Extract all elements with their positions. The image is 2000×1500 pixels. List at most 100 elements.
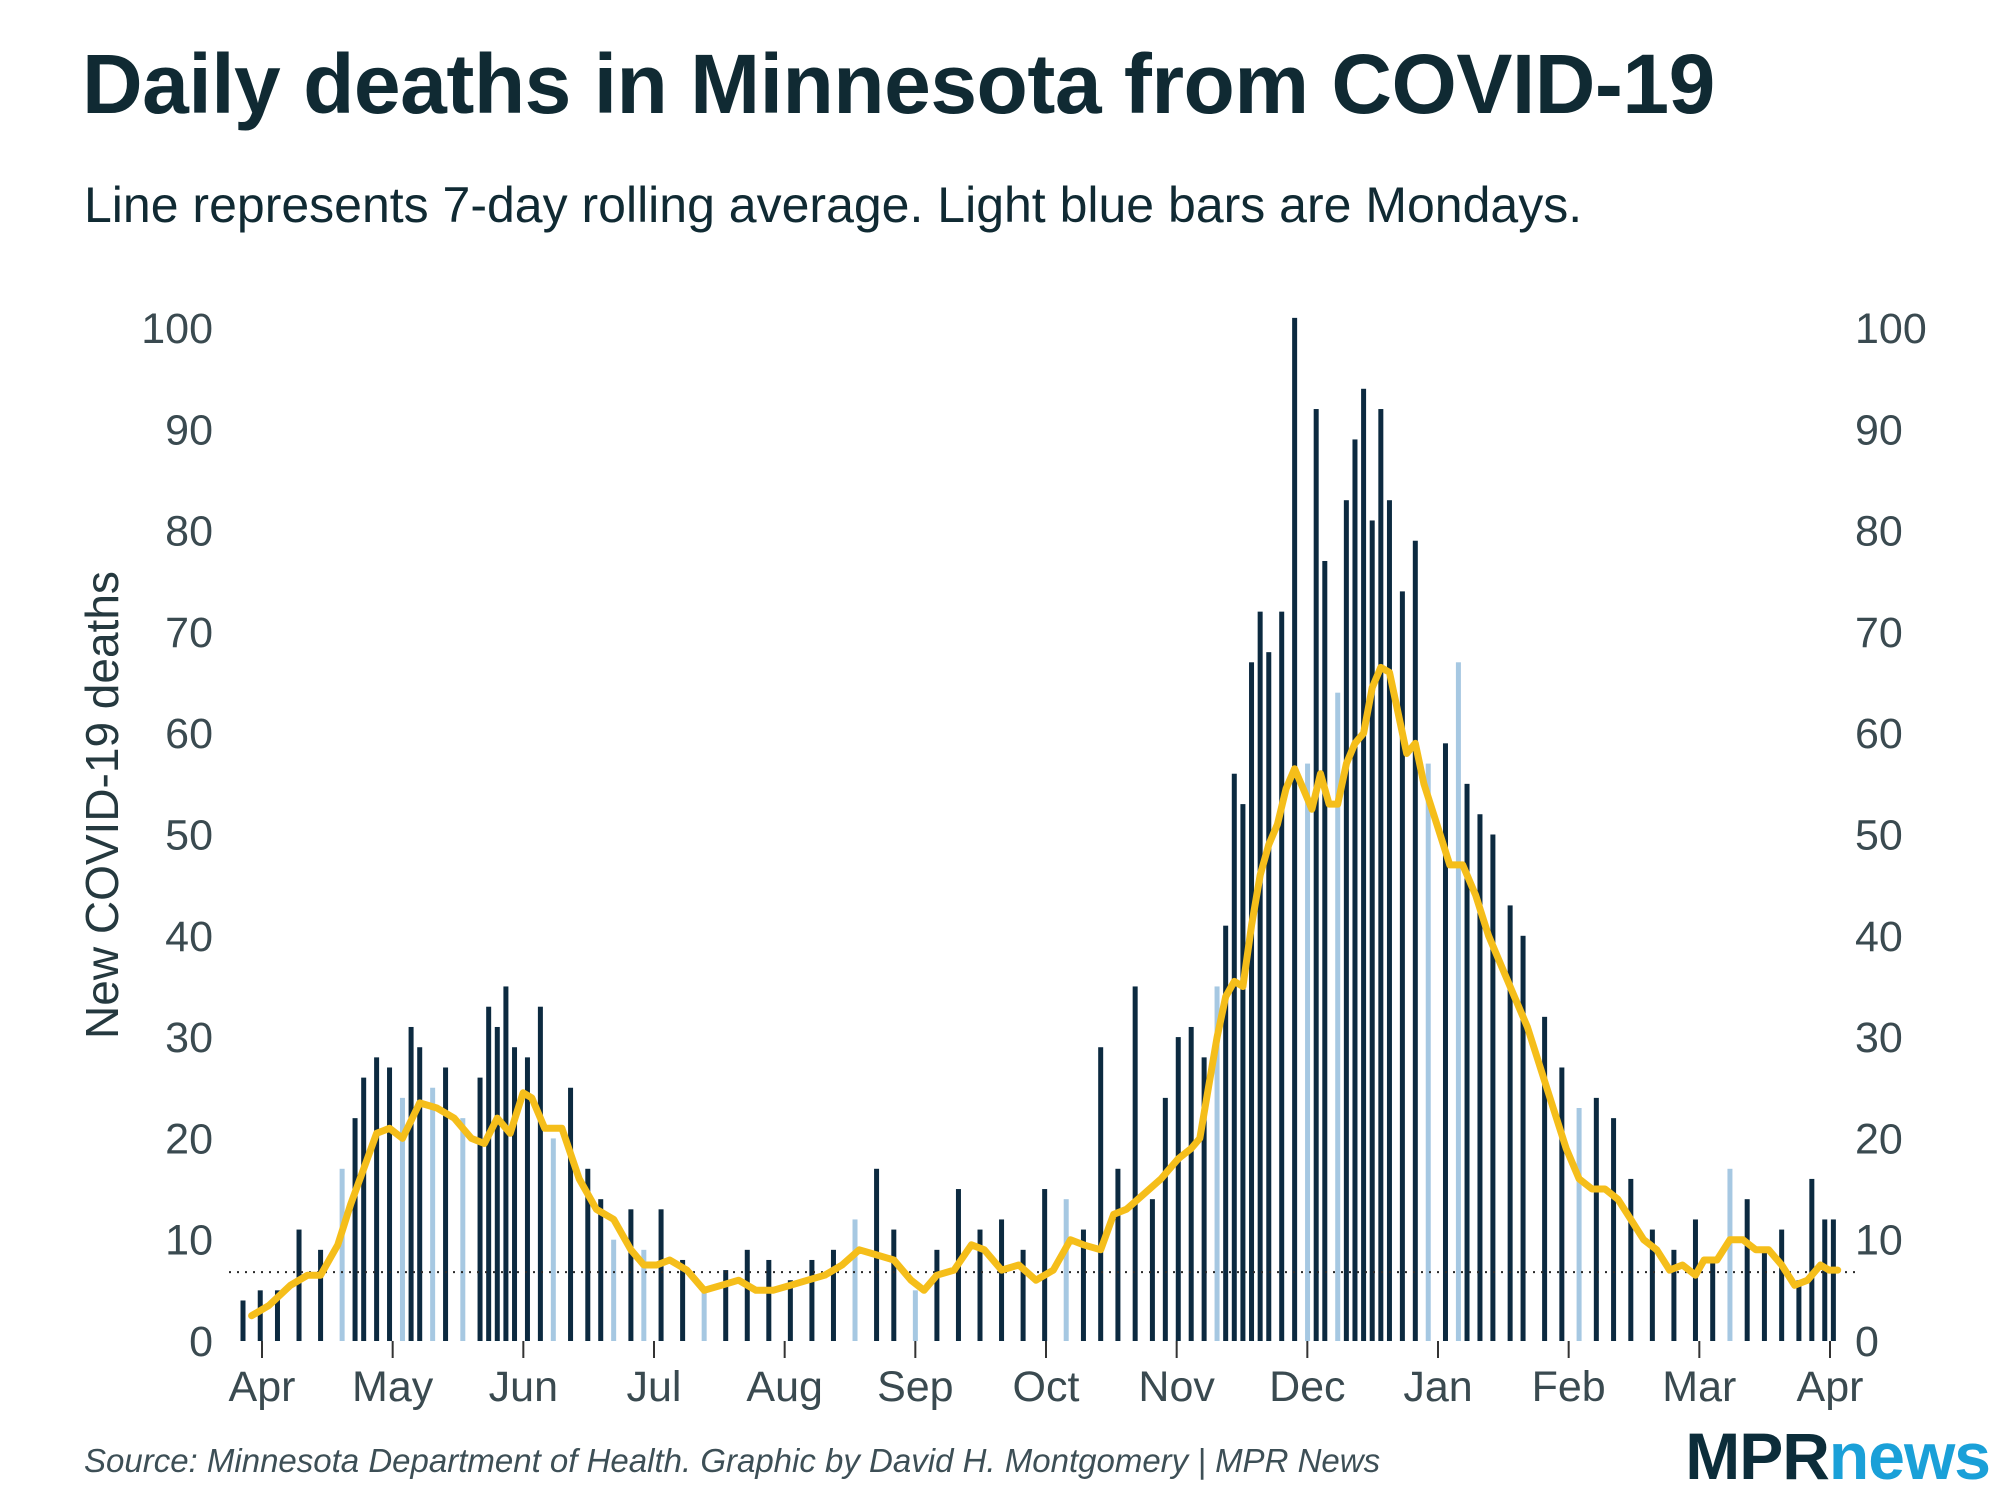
y-tick-label-left: 0 xyxy=(189,1318,213,1366)
bar xyxy=(1692,1219,1698,1341)
bar xyxy=(1240,804,1246,1341)
y-tick-label-right: 60 xyxy=(1855,710,1903,758)
y-tick-label-right: 70 xyxy=(1855,609,1903,657)
bar xyxy=(1559,1067,1565,1341)
y-tick-label-right: 80 xyxy=(1855,508,1903,556)
x-tick-label: Jul xyxy=(627,1363,682,1411)
bar xyxy=(1322,560,1328,1341)
y-tick-label-left: 10 xyxy=(165,1217,213,1265)
bar xyxy=(977,1229,983,1341)
monday-bar xyxy=(1063,1199,1069,1341)
bar xyxy=(408,1026,414,1341)
bar xyxy=(274,1290,280,1341)
bar xyxy=(1490,834,1496,1341)
monday-bar xyxy=(852,1219,858,1341)
bar xyxy=(417,1047,423,1341)
bar xyxy=(568,1087,574,1341)
bar xyxy=(1313,409,1319,1341)
monday-bar xyxy=(1455,662,1461,1341)
y-tick-label-right: 100 xyxy=(1855,305,1927,353)
bar xyxy=(1628,1178,1634,1341)
y-tick-label-left: 30 xyxy=(165,1014,213,1062)
bar xyxy=(1080,1229,1086,1341)
x-tick-label: Nov xyxy=(1138,1363,1215,1411)
x-tick-label: Apr xyxy=(229,1363,296,1411)
bar xyxy=(1822,1219,1828,1341)
bar xyxy=(1442,743,1448,1341)
bar xyxy=(723,1270,729,1341)
bar xyxy=(1175,1037,1181,1341)
bar xyxy=(512,1047,518,1341)
y-tick-label-left: 90 xyxy=(165,406,213,454)
bar xyxy=(443,1067,449,1341)
y-ticks-right: 0 10 20 30 40 50 60 70 80 90 100 xyxy=(1855,305,1927,1366)
bar xyxy=(1507,905,1513,1341)
bar xyxy=(1593,1097,1599,1341)
chart-title: Daily deaths in Minnesota from COVID-19 xyxy=(82,37,1715,131)
bar xyxy=(658,1209,664,1341)
x-tick-label: Mar xyxy=(1662,1363,1736,1411)
bar xyxy=(934,1249,940,1341)
bar xyxy=(1761,1249,1767,1341)
bar xyxy=(1710,1259,1716,1341)
bar xyxy=(387,1067,393,1341)
y-tick-label-right: 30 xyxy=(1855,1014,1903,1062)
bar xyxy=(1132,986,1138,1341)
bar xyxy=(1042,1189,1048,1341)
monday-bar xyxy=(1576,1108,1582,1341)
x-tick-label: May xyxy=(352,1363,434,1411)
bar xyxy=(318,1249,324,1341)
y-tick-label-left: 60 xyxy=(165,710,213,758)
x-tick-label: Jan xyxy=(1403,1363,1472,1411)
monday-bar xyxy=(1305,763,1311,1341)
x-tick-label: Oct xyxy=(1013,1363,1080,1411)
bar xyxy=(537,1006,543,1341)
monday-bar xyxy=(912,1290,918,1341)
bar xyxy=(1671,1249,1677,1341)
bar xyxy=(766,1259,772,1341)
x-tick-label: Dec xyxy=(1269,1363,1345,1411)
bar xyxy=(787,1280,793,1341)
monday-bar xyxy=(1727,1168,1733,1341)
bar xyxy=(830,1249,836,1341)
bar xyxy=(494,1026,500,1341)
bar xyxy=(1249,662,1255,1341)
bar xyxy=(503,986,509,1341)
bar xyxy=(524,1057,530,1341)
bar xyxy=(352,1118,358,1341)
bar xyxy=(1149,1199,1155,1341)
x-tick-label: Feb xyxy=(1532,1363,1606,1411)
bar xyxy=(1201,1057,1207,1341)
bar xyxy=(1520,935,1526,1341)
bar xyxy=(361,1077,367,1341)
bar xyxy=(1649,1229,1655,1341)
bar xyxy=(1369,520,1375,1341)
bar xyxy=(1611,1118,1617,1341)
y-tick-label-left: 20 xyxy=(165,1115,213,1163)
x-ticks: Apr May Jun Jul Aug Sep Oct Nov Dec Jan Feb Mar Apr xyxy=(229,1341,1864,1411)
monday-bar xyxy=(701,1290,707,1341)
bar xyxy=(1744,1199,1750,1341)
bar xyxy=(628,1209,634,1341)
bar xyxy=(1188,1026,1194,1341)
monday-bar xyxy=(1425,763,1431,1341)
y-ticks-left: 0 10 20 30 40 50 60 70 80 90 100 xyxy=(141,305,213,1366)
bar xyxy=(1223,925,1229,1341)
monday-bars-group xyxy=(339,662,1733,1341)
y-axis-label: New COVID-19 deaths xyxy=(76,571,128,1039)
y-tick-label-right: 40 xyxy=(1855,913,1903,961)
x-tick-label: Jun xyxy=(489,1363,558,1411)
monday-bar xyxy=(460,1118,466,1341)
monday-bar xyxy=(550,1138,556,1341)
bar xyxy=(1292,317,1298,1341)
bar xyxy=(486,1006,492,1341)
bar xyxy=(1361,388,1367,1341)
bar xyxy=(296,1229,302,1341)
bar xyxy=(1279,611,1285,1341)
bar xyxy=(1352,439,1358,1341)
y-tick-label-left: 70 xyxy=(165,609,213,657)
bar xyxy=(1779,1229,1785,1341)
monday-bar xyxy=(611,1239,617,1341)
monday-bar xyxy=(1214,986,1220,1341)
x-tick-label: Apr xyxy=(1797,1363,1864,1411)
